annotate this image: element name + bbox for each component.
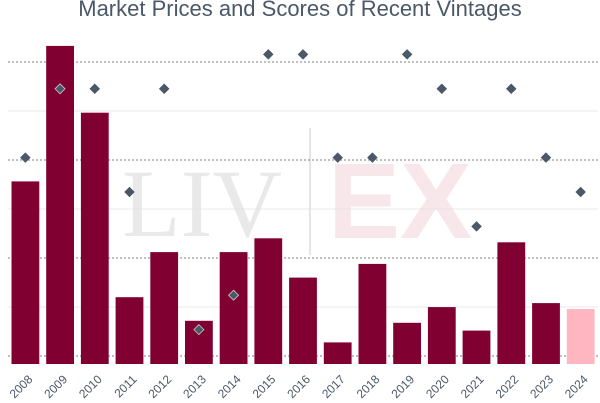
score-marker-2023: [540, 152, 552, 163]
score-marker-2021: [471, 221, 482, 232]
bar-2012: [150, 252, 179, 364]
x-tick-2009: 2009: [41, 372, 70, 401]
watermark-ex: EX: [328, 140, 472, 261]
score-marker-2012: [158, 83, 170, 95]
x-tick-2008: 2008: [7, 372, 36, 401]
watermark: LIV EX: [122, 128, 472, 261]
x-tick-2015: 2015: [250, 372, 279, 401]
bar-2017: [323, 342, 352, 364]
x-tick-2018: 2018: [354, 372, 383, 401]
x-tick-2020: 2020: [423, 372, 452, 401]
x-tick-2011: 2011: [111, 372, 139, 400]
score-marker-2024: [575, 186, 587, 198]
x-tick-2012: 2012: [146, 372, 175, 401]
score-markers: [19, 49, 587, 336]
bar-2014: [219, 252, 248, 364]
score-marker-2011: [124, 186, 135, 198]
score-marker-2008: [19, 152, 31, 163]
bar-2008: [11, 181, 40, 364]
bar-2009: [46, 45, 74, 365]
x-tick-2013: 2013: [180, 372, 209, 401]
score-marker-2015: [262, 49, 274, 60]
bar-2020: [427, 307, 456, 364]
score-marker-2018: [367, 152, 378, 163]
bar-2018: [358, 263, 387, 364]
score-marker-2019: [401, 49, 413, 60]
score-marker-2009: [54, 83, 66, 95]
score-marker-2014: [228, 289, 240, 301]
score-marker-2016: [297, 49, 309, 60]
x-tick-2023: 2023: [527, 372, 556, 401]
x-tick-2021: 2021: [458, 372, 487, 401]
bar-2010: [80, 112, 109, 364]
x-tick-2024: 2024: [562, 372, 591, 401]
score-marker-2022: [505, 83, 517, 95]
x-tick-2019: 2019: [388, 372, 417, 401]
chart-title: Market Prices and Scores of Recent Vinta…: [78, 0, 522, 21]
bars: [11, 45, 595, 365]
bar-2024: [566, 309, 595, 364]
x-tick-2010: 2010: [76, 372, 105, 401]
bar-2015: [254, 238, 283, 364]
bar-2016: [289, 277, 317, 364]
x-tick-2022: 2022: [493, 372, 522, 401]
x-tick-2014: 2014: [215, 372, 244, 401]
score-marker-2017: [332, 152, 344, 163]
x-tick-labels: 2008 2009 2010 2011 2012 2013 2014 2015 2016 2017…: [7, 372, 591, 401]
bar-2019: [393, 322, 421, 364]
score-marker-2013: [193, 324, 205, 336]
score-marker-2020: [436, 83, 448, 95]
x-tick-2016: 2016: [284, 372, 313, 401]
x-tick-2017: 2017: [319, 372, 348, 401]
bar-2021: [462, 330, 491, 364]
score-marker-2010: [89, 83, 101, 95]
bar-2023: [532, 303, 560, 364]
bar-2011: [115, 297, 144, 364]
bar-2022: [497, 242, 526, 364]
